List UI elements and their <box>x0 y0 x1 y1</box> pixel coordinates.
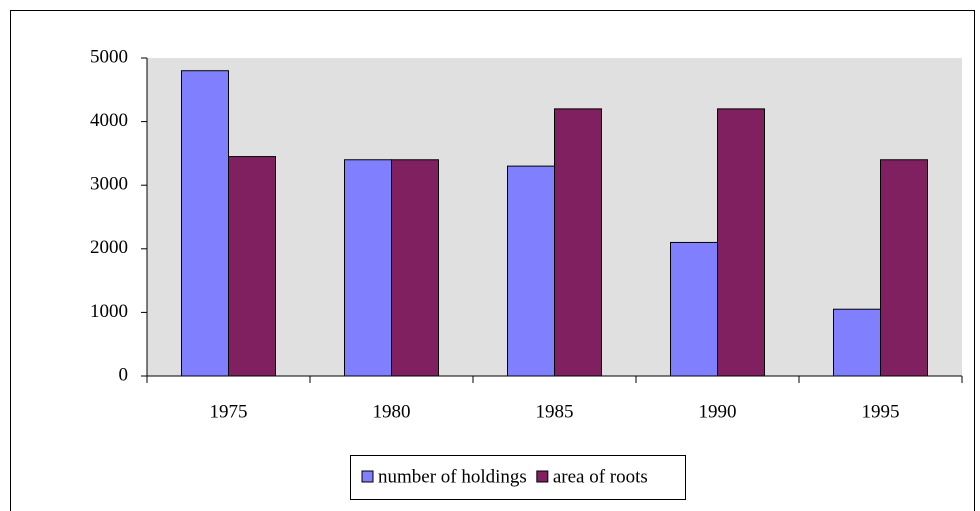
bar <box>507 165 555 377</box>
x-tick-label: 1995 <box>862 401 900 422</box>
x-tick-label: 1985 <box>536 401 574 422</box>
bar <box>181 70 229 377</box>
y-tick-label: 5000 <box>90 46 128 67</box>
legend-label: area of roots <box>553 466 648 487</box>
bar <box>228 156 276 377</box>
y-tick-label: 4000 <box>90 110 128 131</box>
bar <box>554 108 602 377</box>
bar <box>344 159 392 377</box>
bar <box>717 108 765 377</box>
bar <box>833 308 881 377</box>
legend-label: number of holdings <box>378 466 527 487</box>
bar <box>670 241 718 377</box>
bar <box>391 159 439 377</box>
y-tick-label: 1000 <box>90 301 128 322</box>
x-tick-label: 1975 <box>210 401 248 422</box>
x-tick-label: 1990 <box>699 401 737 422</box>
y-tick-label: 0 <box>119 364 129 385</box>
legend-swatch <box>536 470 549 483</box>
legend-swatch <box>361 470 374 483</box>
y-tick-label: 2000 <box>90 237 128 258</box>
legend-box <box>350 455 686 500</box>
y-tick-label: 3000 <box>90 174 128 195</box>
bar <box>880 159 928 377</box>
x-tick-label: 1980 <box>373 401 411 422</box>
